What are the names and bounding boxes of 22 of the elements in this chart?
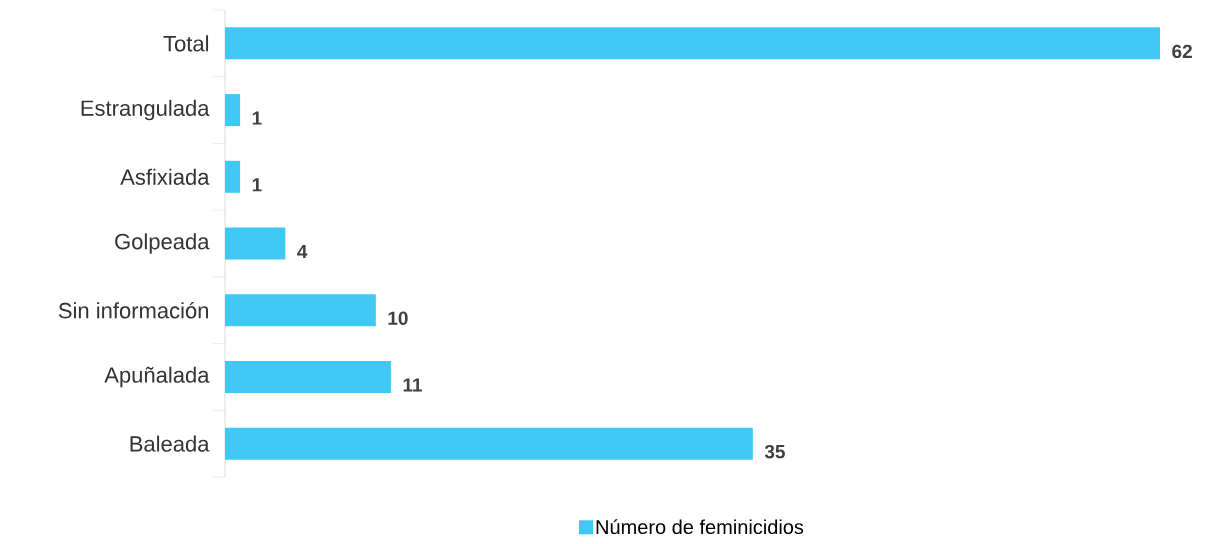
data-label: 1: [252, 178, 262, 192]
y-tick-label: Sin información: [58, 302, 209, 319]
y-tick-label: Baleada: [130, 435, 210, 452]
bar: [225, 227, 286, 260]
bar: [225, 160, 241, 193]
bar: [225, 27, 1161, 60]
data-label: 62: [1172, 44, 1192, 59]
y-tick-label: Apuñalada: [104, 366, 210, 388]
y-tick-label: Total: [163, 35, 209, 52]
bar: [225, 294, 376, 327]
bar: [225, 94, 241, 127]
y-tick-label: Asfixiada: [120, 168, 210, 185]
data-label: 11: [403, 378, 422, 392]
data-label: 1: [252, 111, 262, 125]
data-label: 10: [388, 311, 408, 325]
bar: [225, 360, 391, 393]
y-tick-label: Estrangulada: [81, 99, 210, 121]
data-label: 4: [297, 244, 308, 259]
legend-label: Número de feminicidios: [596, 519, 804, 535]
data-label: 35: [764, 444, 785, 459]
y-tick-label: Golpeada: [115, 233, 210, 254]
bar: [225, 427, 753, 460]
